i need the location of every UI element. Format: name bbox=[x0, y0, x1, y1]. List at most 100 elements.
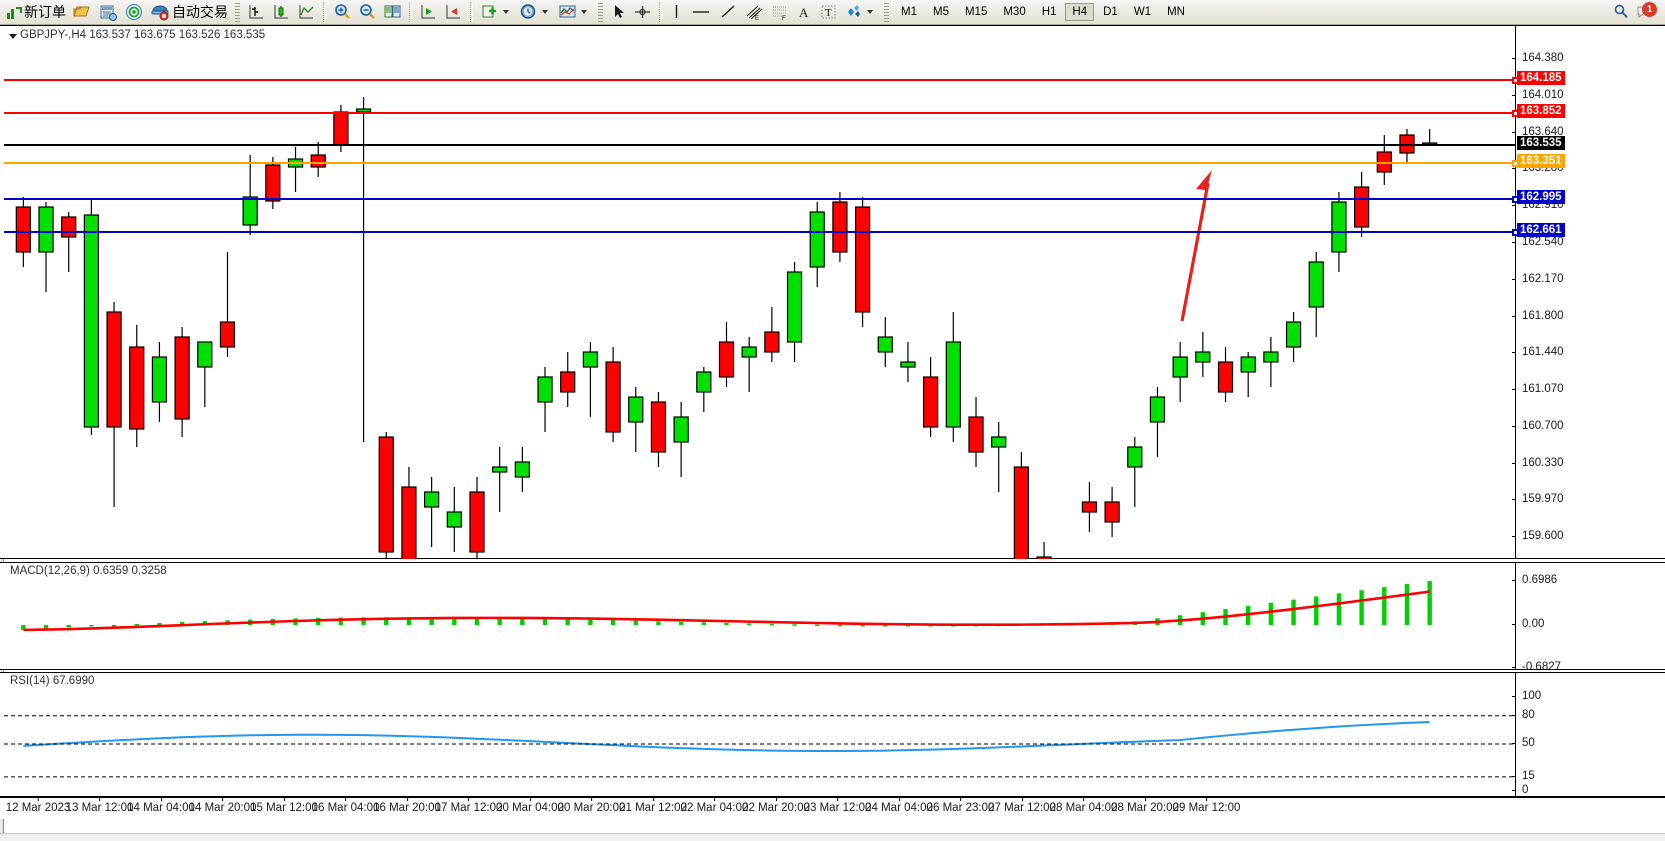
timeframe-m30[interactable]: M30 bbox=[1003, 6, 1026, 18]
price-pane[interactable]: GBPJPY-,H4 163.537 163.675 163.526 163.5… bbox=[0, 26, 1665, 689]
folder-button[interactable] bbox=[69, 1, 95, 24]
shift-end-button[interactable] bbox=[441, 1, 466, 24]
text-icon: A bbox=[799, 5, 809, 20]
timeframe-mn[interactable]: MN bbox=[1167, 6, 1185, 18]
svg-text:F: F bbox=[782, 16, 786, 21]
time-label: 14 Mar 04:00 bbox=[127, 797, 195, 814]
data-window-icon bbox=[100, 5, 117, 21]
templates-dropdown-arrow[interactable] bbox=[581, 10, 587, 14]
horizontal-line-button[interactable] bbox=[687, 1, 715, 24]
rsi-axis[interactable]: 100 80 50 15 0 bbox=[1511, 673, 1665, 796]
chart-header-text: GBPJPY-,H4 163.537 163.675 163.526 163.5… bbox=[20, 29, 266, 41]
crosshair-button[interactable] bbox=[630, 1, 655, 24]
price-label-current-price: 163.535 bbox=[1517, 135, 1565, 150]
price-line-resistance-lower[interactable] bbox=[4, 109, 1519, 117]
timeframe-m15[interactable]: M15 bbox=[964, 6, 988, 18]
macd-label: MACD(12,26,9) 0.6359 0.3258 bbox=[10, 565, 167, 577]
timeframe-h1[interactable]: H1 bbox=[1041, 6, 1057, 18]
new-order-icon bbox=[7, 6, 22, 19]
vertical-line-button[interactable] bbox=[666, 1, 687, 24]
add-indicator-dropdown-arrow[interactable] bbox=[503, 10, 509, 14]
toolbar-separator-2 bbox=[409, 2, 412, 22]
price-label-order-level: 163.351 bbox=[1517, 153, 1565, 168]
macd-tick: 0.00 bbox=[1511, 618, 1544, 630]
trendline-icon bbox=[721, 5, 735, 18]
price-tick: 162.540 bbox=[1512, 236, 1564, 248]
time-label: 22 Mar 04:00 bbox=[680, 797, 749, 814]
line-chart-button[interactable] bbox=[294, 1, 319, 24]
shift-start-icon bbox=[421, 5, 435, 19]
add-indicator-icon bbox=[482, 5, 496, 18]
text-label-button[interactable]: T bbox=[816, 1, 841, 24]
time-label: 15 Mar 12:00 bbox=[250, 797, 318, 814]
zoom-in-icon bbox=[335, 4, 350, 19]
time-label: 21 Mar 12:00 bbox=[619, 797, 687, 814]
collapse-triangle-icon[interactable] bbox=[9, 34, 17, 39]
price-line-support-lower[interactable] bbox=[4, 228, 1519, 236]
price-line-resistance-upper[interactable] bbox=[4, 76, 1519, 84]
time-label: 16 Mar 04:00 bbox=[311, 797, 380, 814]
fibonacci-button[interactable]: F bbox=[767, 1, 793, 24]
chat-button[interactable]: 1 bbox=[1633, 1, 1659, 24]
toolbar-grip-3[interactable] bbox=[884, 2, 889, 22]
toolbar-grip-2[interactable] bbox=[598, 2, 603, 22]
timeframe-clock-button[interactable] bbox=[516, 1, 555, 24]
search-button[interactable] bbox=[1609, 1, 1633, 24]
shapes-button[interactable] bbox=[841, 1, 880, 24]
svg-text:E: E bbox=[755, 16, 759, 21]
timeframe-m5[interactable]: M5 bbox=[932, 6, 949, 18]
equidistant-channel-button[interactable]: E bbox=[741, 1, 767, 24]
macd-series bbox=[21, 581, 1432, 632]
chart-area[interactable]: GBPJPY-,H4 163.537 163.675 163.526 163.5… bbox=[0, 25, 1665, 841]
macd-axis[interactable]: 0.6986 0.00 -0.6827 bbox=[1511, 563, 1665, 673]
price-tick: 162.170 bbox=[1512, 273, 1564, 285]
shapes-icon bbox=[848, 5, 860, 17]
price-tick: 159.970 bbox=[1512, 493, 1564, 505]
price-tick: 160.700 bbox=[1512, 420, 1564, 432]
templates-button[interactable] bbox=[555, 1, 594, 24]
line-chart-icon bbox=[299, 5, 314, 19]
rsi-tick: 50 bbox=[1512, 737, 1535, 749]
chat-badge: 1 bbox=[1642, 1, 1657, 17]
data-window-button[interactable] bbox=[95, 1, 121, 24]
text-button[interactable]: A bbox=[793, 1, 816, 24]
shift-start-button[interactable] bbox=[416, 1, 441, 24]
bar-chart-button[interactable] bbox=[244, 1, 269, 24]
timeframe-w1[interactable]: W1 bbox=[1133, 6, 1152, 18]
toolbar-grip-1[interactable] bbox=[235, 2, 240, 22]
rsi-tick: 0 bbox=[1511, 784, 1528, 796]
price-line-support-upper[interactable] bbox=[4, 195, 1519, 203]
time-label: 26 Mar 23:00 bbox=[926, 797, 995, 814]
new-order-button[interactable]: 新订单 bbox=[2, 1, 69, 24]
shift-end-icon bbox=[446, 5, 460, 19]
candlestick-series bbox=[15, 97, 1438, 559]
tile-windows-button[interactable] bbox=[380, 1, 405, 24]
main-toolbar: 新订单 bbox=[0, 0, 1665, 25]
shapes-dropdown-arrow[interactable] bbox=[867, 10, 873, 14]
timeframe-m1[interactable]: M1 bbox=[901, 6, 917, 18]
rsi-pane[interactable]: RSI(14) 67.6990 100 80 50 15 0 bbox=[0, 672, 1665, 797]
trendline-button[interactable] bbox=[715, 1, 741, 24]
rsi-series bbox=[4, 715, 1513, 778]
timeframe-d1[interactable]: D1 bbox=[1103, 6, 1118, 18]
zoom-in-button[interactable] bbox=[330, 1, 355, 24]
new-order-label: 新订单 bbox=[24, 4, 66, 20]
add-indicator-button[interactable] bbox=[477, 1, 516, 24]
macd-pane[interactable]: MACD(12,26,9) 0.6359 0.3258 0.6986 0.00 -0… bbox=[0, 562, 1665, 673]
signals-button[interactable] bbox=[121, 1, 147, 24]
macd-tick: -0.6827 bbox=[1511, 661, 1561, 673]
zoom-out-icon bbox=[360, 4, 375, 19]
rsi-label: RSI(14) 67.6990 bbox=[10, 675, 95, 687]
candlestick-chart-button[interactable] bbox=[269, 1, 294, 24]
timeframe-dropdown-arrow[interactable] bbox=[542, 10, 548, 14]
price-line-current-price[interactable] bbox=[4, 143, 1515, 146]
time-axis[interactable]: 12 Mar 2023 13 Mar 12:00 14 Mar 04:00 14 Ma… bbox=[0, 797, 1665, 819]
price-axis[interactable]: 164.380 164.010 163.640 163.280 162.910 162.5… bbox=[1512, 26, 1665, 689]
price-line-order-level[interactable] bbox=[4, 159, 1519, 167]
candlestick-chart-icon bbox=[274, 5, 288, 19]
timeframe-h4[interactable]: H4 bbox=[1065, 3, 1095, 21]
cursor-button[interactable] bbox=[607, 1, 630, 24]
auto-trading-button[interactable]: 自动交易 bbox=[147, 1, 231, 24]
zoom-out-button[interactable] bbox=[355, 1, 380, 24]
